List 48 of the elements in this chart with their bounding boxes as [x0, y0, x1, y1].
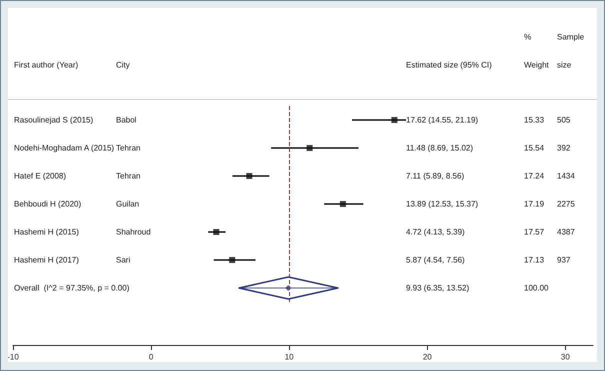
- annotation: Tehran: [116, 144, 140, 152]
- point: [340, 201, 346, 207]
- annotation: Shahroud: [116, 228, 151, 236]
- point: [213, 229, 220, 235]
- annotation: 5.87 (4.54, 7.56): [406, 256, 466, 264]
- y-tick-label: Rasoulinejad S (2015): [14, 116, 94, 124]
- annotation: 4387: [557, 228, 576, 236]
- x-tick-label: 20: [422, 352, 432, 362]
- text: % Weight: [524, 32, 549, 70]
- annotation: 9.93 (6.35, 13.52): [406, 284, 470, 292]
- point: [306, 145, 313, 151]
- y-tick-label: Behboudi H (2020): [14, 200, 82, 208]
- x-tick-label: 10: [284, 352, 294, 362]
- annotation: 17.24: [524, 172, 545, 180]
- y-tick-label: Hashemi H (2017): [14, 256, 80, 264]
- annotation: 17.57: [524, 228, 545, 236]
- text: Sample size: [557, 32, 584, 70]
- annotation: 505: [557, 116, 571, 124]
- annotation: 7.11 (5.89, 8.56): [406, 172, 464, 180]
- annotation: 17.62 (14.55, 21.19): [406, 116, 478, 124]
- y-tick-label: Nodehi-Moghadam A (2015): [14, 144, 114, 152]
- annotation: 15.33: [524, 116, 545, 124]
- y-tick-label: Hashemi H (2015): [14, 228, 80, 236]
- annotation: 4.72 (4.13, 5.39): [406, 228, 466, 236]
- text: Estimated size (95% CI): [406, 60, 492, 70]
- point: [246, 173, 252, 179]
- annotation: 2275: [557, 200, 576, 208]
- annotation: 392: [557, 144, 571, 152]
- annotation: Guilan: [116, 200, 140, 208]
- annotation: 100.00: [524, 284, 550, 292]
- annotation: Tehran: [116, 172, 140, 180]
- y-tick-label: Hatef E (2008): [14, 172, 66, 180]
- annotation: Sari: [116, 256, 130, 264]
- y-tick-label: Overall (I^2 = 97.35%, p = 0.00): [14, 284, 130, 292]
- annotation: 15.54: [524, 144, 545, 152]
- annotation: 17.13: [524, 256, 545, 264]
- point: [229, 257, 236, 263]
- point: [391, 117, 398, 123]
- annotation: 11.48 (8.69, 15.02): [406, 144, 474, 152]
- annotation: 17.19: [524, 200, 545, 208]
- x-tick-label: 30: [560, 352, 570, 362]
- x-tick-label: 0: [148, 352, 154, 362]
- annotation: 1434: [557, 172, 576, 180]
- annotation: 13.89 (12.53, 15.37): [406, 200, 478, 208]
- text: City: [116, 60, 130, 70]
- annotation: 937: [557, 256, 571, 264]
- y-axis-title: First author (Year): [14, 60, 79, 70]
- annotation: Babol: [116, 116, 137, 124]
